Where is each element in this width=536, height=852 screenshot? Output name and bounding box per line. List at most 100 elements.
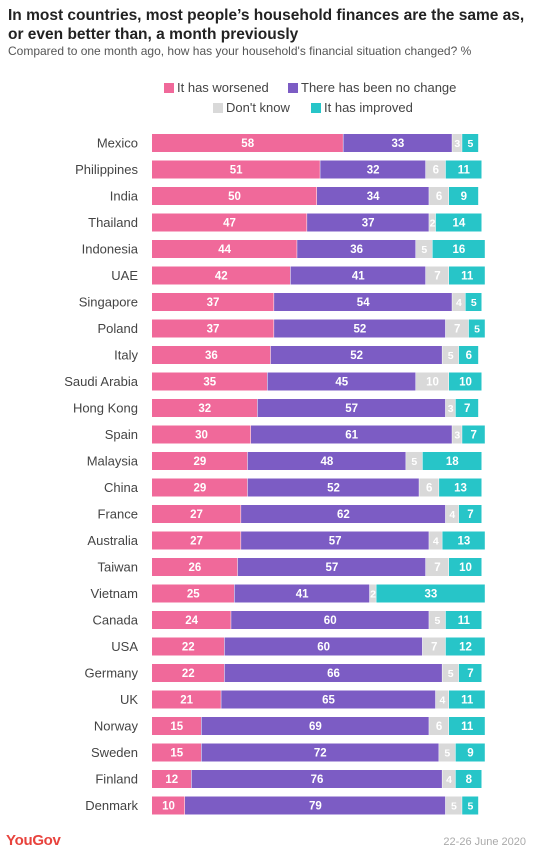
value-label-usa-there-has-been-no-change: 60 [317,642,330,654]
bar-india-don-t-know [429,187,449,205]
bar-india-it-has-improved [449,187,479,205]
bar-taiwan-don-t-know [425,558,449,576]
bar-canada-there-has-been-no-change [231,611,429,629]
bar-thailand-there-has-been-no-change [307,213,429,232]
value-label-thailand-don-t-know: 2 [430,218,436,230]
bar-singapore-there-has-been-no-change [274,293,452,311]
bar-philippines-there-has-been-no-change [320,160,426,179]
value-label-spain-it-has-worsened: 30 [195,430,208,442]
value-label-sweden-there-has-been-no-change: 72 [314,748,327,760]
bar-china-it-has-worsened [152,478,248,497]
bar-hong-kong-there-has-been-no-change [257,399,446,417]
value-label-vietnam-don-t-know: 2 [370,589,376,601]
value-label-norway-it-has-improved: 11 [461,721,474,733]
category-label-singapore: Singapore [79,295,138,310]
value-label-mexico-there-has-been-no-change: 33 [391,138,404,150]
bar-australia-there-has-been-no-change [241,531,429,550]
bar-uk-it-has-worsened [152,690,221,709]
value-label-taiwan-there-has-been-no-change: 57 [325,562,338,574]
value-label-usa-it-has-improved: 12 [459,642,472,654]
bar-italy-there-has-been-no-change [270,346,442,364]
value-label-vietnam-it-has-worsened: 25 [187,589,200,601]
bar-france-don-t-know [445,505,459,523]
grey-square-icon [213,102,223,113]
category-label-canada: Canada [92,613,138,628]
value-label-norway-don-t-know: 6 [436,721,442,733]
legend-item-no-change: There has been no change [288,80,456,95]
value-label-hong-kong-there-has-been-no-change: 57 [345,403,358,415]
bar-mexico-it-has-worsened [152,134,343,152]
value-label-indonesia-it-has-worsened: 44 [218,244,231,256]
value-label-sweden-it-has-worsened: 15 [170,748,183,760]
bar-saudi-arabia-it-has-improved [449,372,482,391]
value-label-germany-don-t-know: 5 [448,668,454,680]
category-label-mexico: Mexico [97,136,138,151]
bar-canada-it-has-worsened [152,611,231,629]
bar-sweden-it-has-worsened [152,743,201,762]
value-label-canada-it-has-improved: 11 [458,615,471,627]
bar-finland-it-has-worsened [152,770,192,788]
category-label-philippines: Philippines [75,162,138,177]
bar-norway-it-has-worsened [152,717,201,735]
bar-germany-it-has-improved [458,664,482,682]
value-label-taiwan-don-t-know: 7 [434,562,440,574]
value-label-italy-it-has-improved: 6 [466,350,472,362]
bar-poland-it-has-improved [468,319,485,338]
value-label-philippines-it-has-improved: 11 [458,165,471,177]
bar-denmark-there-has-been-no-change [185,796,446,815]
value-label-finland-it-has-improved: 8 [466,774,473,786]
value-label-india-it-has-improved: 9 [461,191,467,203]
bar-poland-don-t-know [445,319,469,338]
bar-denmark-it-has-improved [462,796,479,815]
value-label-saudi-arabia-there-has-been-no-change: 45 [335,377,348,389]
value-label-mexico-it-has-improved: 5 [468,138,474,150]
bar-philippines-don-t-know [425,160,446,179]
bar-uk-don-t-know [435,690,449,709]
category-label-norway: Norway [94,719,139,734]
bar-uk-there-has-been-no-change [221,690,436,709]
category-label-poland: Poland [98,321,138,336]
value-label-australia-it-has-improved: 13 [457,536,470,548]
value-label-australia-don-t-know: 4 [433,536,439,548]
value-label-denmark-there-has-been-no-change: 79 [309,801,322,813]
value-label-vietnam-it-has-improved: 33 [424,589,437,601]
bar-spain-it-has-improved [462,425,485,444]
category-label-saudi-arabia: Saudi Arabia [64,374,138,389]
value-label-saudi-arabia-don-t-know: 10 [426,377,439,389]
value-label-germany-it-has-worsened: 22 [182,668,195,680]
bar-philippines-it-has-worsened [152,160,320,179]
value-label-uk-don-t-know: 4 [439,695,445,707]
bar-saudi-arabia-it-has-worsened [152,372,267,391]
chart-legend: It has worsened There has been no change… [0,78,536,118]
teal-square-icon [311,102,321,113]
value-label-italy-it-has-worsened: 36 [205,350,218,362]
value-label-france-it-has-improved: 7 [467,509,473,521]
value-label-denmark-it-has-worsened: 10 [162,801,175,813]
bar-thailand-it-has-worsened [152,213,307,232]
value-label-australia-it-has-worsened: 27 [190,536,203,548]
bar-indonesia-it-has-worsened [152,240,297,258]
legend-label-no-change: There has been no change [301,80,457,95]
purple-square-icon [288,82,298,93]
legend-label-worsened: It has worsened [177,80,269,95]
survey-date: 22-26 June 2020 [443,836,526,848]
value-label-uk-it-has-worsened: 21 [180,695,193,707]
value-label-malaysia-don-t-know: 5 [411,456,417,468]
value-label-france-don-t-know: 4 [449,509,455,521]
bar-denmark-don-t-know [445,796,462,815]
bar-indonesia-it-has-improved [432,240,485,258]
value-label-india-it-has-worsened: 50 [228,191,241,203]
legend-item-dont-know: Don't know [213,100,290,115]
category-label-taiwan: Taiwan [98,560,138,575]
bar-italy-don-t-know [442,346,459,364]
value-label-philippines-there-has-been-no-change: 32 [367,165,380,177]
bar-singapore-don-t-know [452,293,465,311]
value-label-indonesia-it-has-improved: 16 [453,244,466,256]
bar-mexico-there-has-been-no-change [343,134,452,152]
value-label-finland-it-has-worsened: 12 [165,774,178,786]
chart-subtitle: Compared to one month ago, how has your … [8,44,472,58]
bar-mexico-it-has-improved [462,134,479,152]
bar-vietnam-there-has-been-no-change [234,584,370,603]
bar-taiwan-it-has-improved [449,558,482,576]
bar-australia-don-t-know [429,531,442,550]
